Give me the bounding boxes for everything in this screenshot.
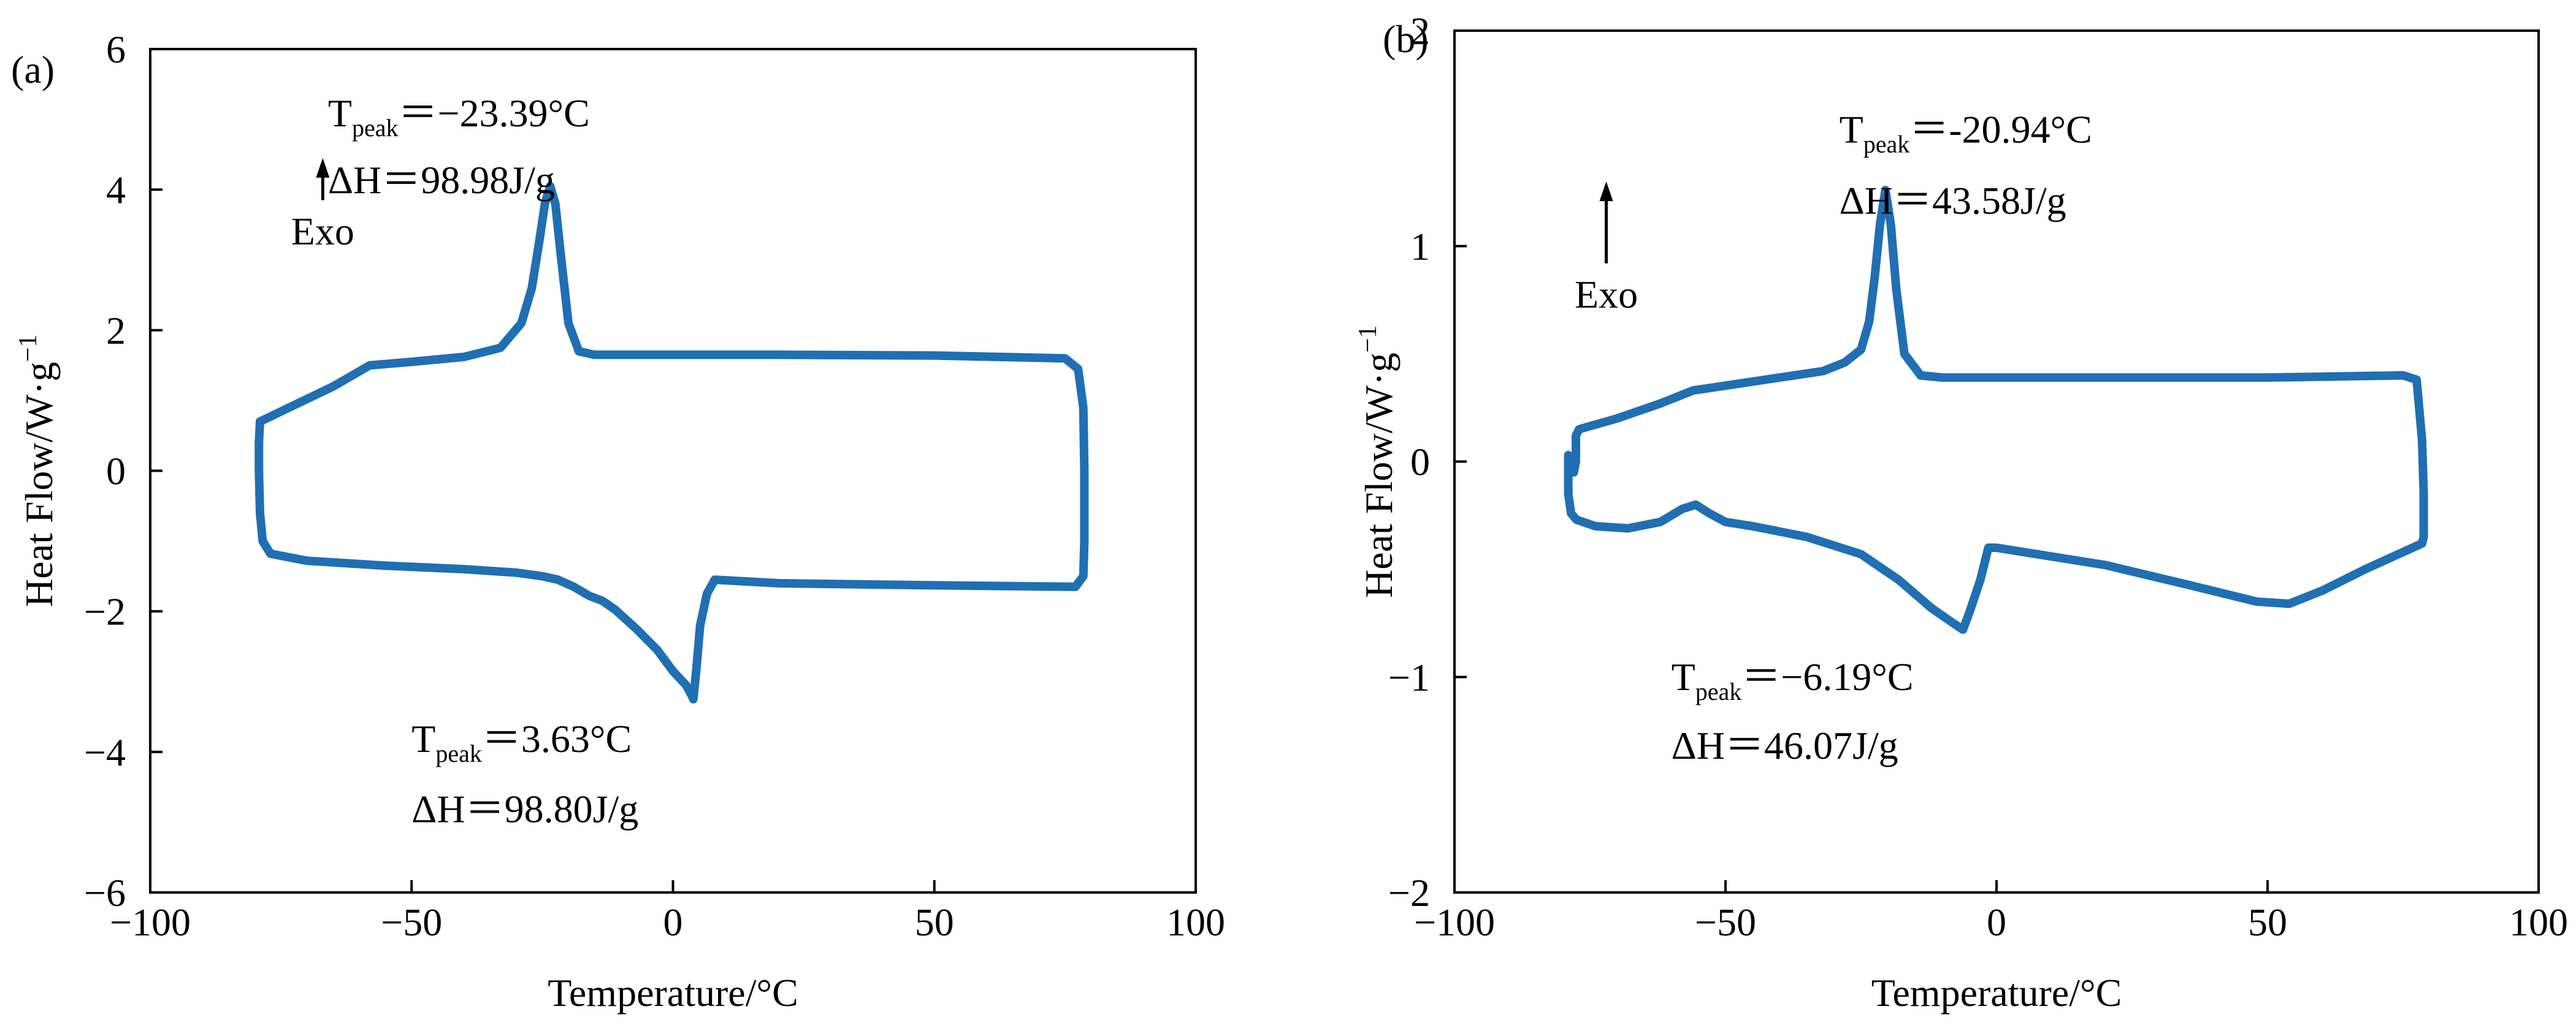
annotation: ΔH＝43.58J/g [1840, 179, 2066, 223]
x-tick-label: −100 [110, 900, 191, 944]
x-tick-label: −50 [1695, 900, 1756, 944]
panel-a: −100 −50 0 50 100 −6 −4 −2 0 2 4 6 (a) Temperature/°C… [11, 28, 1225, 1015]
y-tick-label: 4 [106, 168, 126, 212]
y-tick-label: −4 [84, 731, 126, 774]
series-line-dsc [1564, 185, 2428, 634]
plot-frame [1453, 29, 2540, 894]
panel-label: (b) [1383, 17, 1429, 61]
exo-arrow-head [1599, 181, 1613, 201]
annotation-subscript: peak [352, 114, 399, 142]
annotation-value: ＝3.63°C [482, 717, 632, 761]
y-tick-label: −2 [84, 590, 126, 634]
annotation-subscript: peak [435, 740, 482, 767]
annotation: Tpeak＝−23.39°C [328, 91, 590, 142]
x-tick-label: −100 [1414, 900, 1495, 944]
x-tick-label: 0 [1987, 900, 2006, 944]
annotation: ΔH＝98.80J/g [411, 787, 638, 831]
y-tick-label: 0 [1410, 440, 1430, 484]
y-axis-title: Heat Flow/W·g−1 [14, 334, 61, 607]
x-tick-label: 50 [2248, 900, 2287, 944]
y-tick-label: −6 [84, 871, 126, 915]
y-tick-label: 0 [106, 450, 126, 493]
y-tick-label: 2 [106, 309, 126, 352]
annotation-symbol: T [411, 717, 435, 761]
x-tick-label: 100 [2509, 900, 2568, 944]
y-tick-label: −2 [1388, 871, 1430, 915]
annotation-value: ΔH＝98.80J/g [411, 787, 638, 831]
x-axis-title: Temperature/°C [548, 971, 798, 1015]
y-axis-title-text: Heat Flow/W·g [1357, 353, 1401, 598]
annotation: ΔH＝98.98J/g [328, 158, 555, 202]
annotation: Tpeak＝3.63°C [411, 717, 632, 767]
annotation-symbol: T [1840, 108, 1863, 152]
annotation-value: ΔH＝46.07J/g [1672, 724, 1898, 767]
x-tick-label: −50 [381, 900, 442, 944]
y-axis-title: Heat Flow/W·g−1 [1354, 325, 1401, 598]
annotation-symbol: T [1672, 655, 1695, 699]
x-tick-label: 50 [915, 900, 954, 944]
annotation: Tpeak＝−6.19°C [1672, 655, 1914, 705]
annotation-value: ΔH＝98.98J/g [328, 158, 555, 202]
annotation-value: ＝−6.19°C [1741, 655, 1913, 699]
annotation-value: ＝−23.39°C [398, 91, 589, 135]
y-tick-label: 1 [1410, 224, 1430, 268]
y-tick-label: 2 [1410, 9, 1430, 53]
x-tick-label: 0 [663, 900, 683, 944]
y-tick-label: −1 [1388, 656, 1430, 699]
annotation-symbol: T [328, 91, 352, 135]
annotation-value: ΔH＝43.58J/g [1840, 179, 2066, 223]
y-axis-title-superscript: −1 [1354, 325, 1382, 353]
annotation: Tpeak＝-20.94°C [1840, 108, 2092, 158]
y-axis-title-superscript: −1 [14, 334, 42, 362]
annotation: ΔH＝46.07J/g [1672, 724, 1898, 767]
x-axis-title: Temperature/°C [1871, 971, 2122, 1015]
exo-label: Exo [1575, 272, 1638, 316]
annotation-subscript: peak [1863, 131, 1910, 158]
panel-label: (a) [11, 48, 55, 91]
annotation-value: ＝-20.94°C [1909, 108, 2092, 152]
x-tick-label: 100 [1166, 900, 1225, 944]
plot-frame [149, 48, 1197, 894]
y-tick-label: 6 [106, 28, 126, 71]
series-line-dsc [254, 182, 1089, 704]
annotation-subscript: peak [1695, 678, 1742, 705]
panel-b: −100 −50 0 50 100 −2 −1 0 1 2(b) Temperature/°C Hea… [1354, 9, 2568, 1015]
exo-label: Exo [291, 209, 354, 253]
exo-arrow-head [316, 158, 330, 178]
y-axis-title-text: Heat Flow/W·g [17, 362, 61, 607]
